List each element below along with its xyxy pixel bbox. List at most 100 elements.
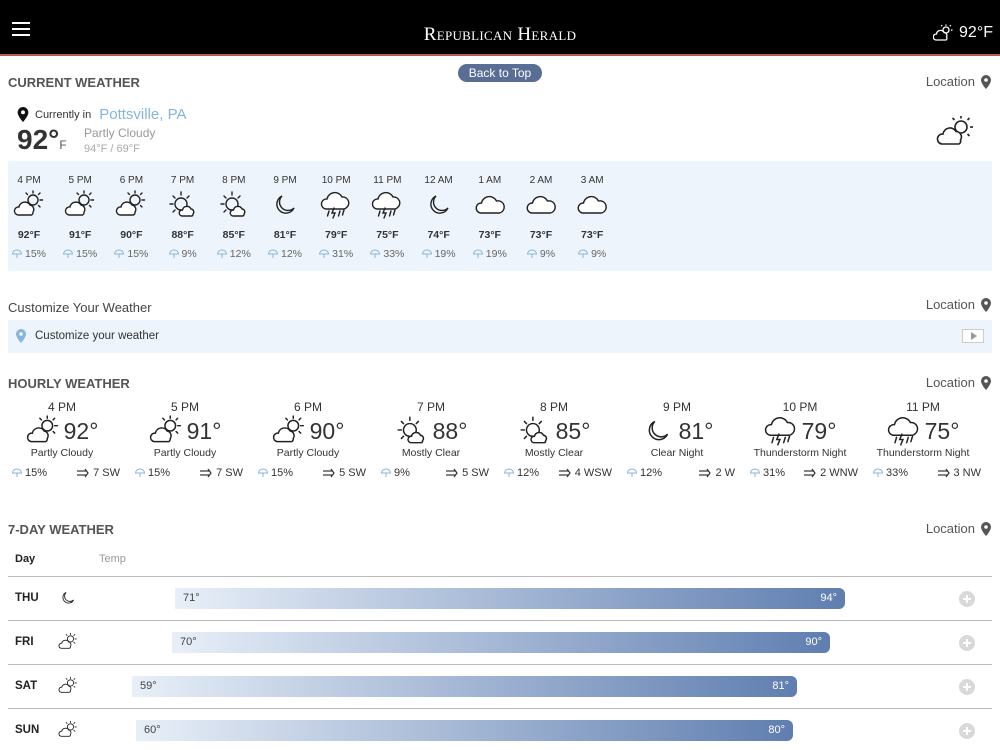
current-temp-unit: F	[59, 138, 67, 152]
hourly-wind: 7 SW	[76, 467, 120, 479]
hourly-temp: 79°	[801, 417, 837, 444]
strip-temp: 81°F	[273, 229, 297, 241]
wind-icon	[445, 468, 459, 478]
hourly-temp: 85°	[555, 417, 591, 444]
location-label: Location	[925, 74, 975, 89]
wind-icon	[937, 468, 951, 478]
seven-day-title: 7-DAY WEATHER	[8, 522, 114, 537]
hourly-wind: 5 SW	[322, 467, 366, 479]
hourly-temp: 88°	[432, 417, 468, 444]
hourly-precip: 9%	[381, 467, 410, 479]
strip-temp: 85°F	[222, 229, 245, 241]
low-temp: 70°	[180, 636, 197, 648]
low-temp: 60°	[144, 724, 161, 736]
hourly-time: 11 PM	[906, 400, 940, 414]
expand-plus-icon[interactable]	[959, 723, 975, 739]
partly-cloudy-day-icon	[149, 414, 183, 448]
umbrella-icon	[421, 249, 432, 259]
play-icon[interactable]	[962, 329, 984, 343]
hourly-precip: 15%	[135, 467, 170, 479]
strip-temp: 92°F	[17, 229, 41, 241]
hourly-item: 10 PM 79° Thunderstorm Night 31% 2 WNW	[738, 400, 862, 479]
strip-temp: 73°F	[529, 229, 553, 241]
day-name: THU	[15, 592, 39, 604]
menu-icon[interactable]	[12, 22, 30, 36]
customize-weather-bar[interactable]: Customize your weather	[8, 320, 992, 353]
partly-cloudy-day-icon	[936, 115, 976, 147]
umbrella-icon	[873, 468, 883, 478]
hourly-wind: 2 W	[698, 467, 735, 479]
high-temp: 80°	[768, 724, 785, 736]
temp-range-bar: 59° 81°	[132, 676, 797, 697]
location-label: Location	[925, 521, 975, 536]
temp-range-bar: 60° 80°	[136, 720, 793, 741]
partly-cloudy-day-icon	[58, 720, 78, 740]
header-weather[interactable]: 92°F	[933, 24, 993, 42]
currently-in-label: Currently in	[35, 108, 92, 121]
umbrella-icon	[381, 468, 391, 478]
hourly-item: 5 PM 91° Partly Cloudy 15% 7 SW	[123, 400, 247, 479]
location-label: Location	[925, 297, 975, 312]
umbrella-icon	[526, 249, 537, 259]
umbrella-icon	[63, 249, 74, 259]
sun-cloud-icon	[167, 189, 199, 221]
strip-precip: 15%	[108, 248, 154, 260]
wind-icon	[803, 468, 817, 478]
hourly-time: 5 PM	[170, 400, 199, 414]
temp-column-header: Temp	[99, 553, 126, 565]
back-to-top-button[interactable]: Back to Top	[458, 64, 542, 82]
seven-day-location-link[interactable]: Location	[926, 521, 991, 536]
row-divider	[8, 664, 992, 665]
wind-icon	[558, 468, 572, 478]
hourly-weather-title: HOURLY WEATHER	[8, 376, 130, 391]
strip-precip: 15%	[6, 248, 52, 260]
hourly-time: 7 PM	[416, 400, 445, 414]
wind-icon	[199, 468, 213, 478]
partly-cloudy-day-icon	[58, 632, 78, 652]
cloud-icon	[474, 189, 506, 221]
current-conditions: Currently in Pottsville, PA 92°F Partly …	[17, 106, 187, 155]
hourly-item: 8 PM 85° Mostly Clear 12% 4 WSW	[492, 400, 616, 479]
hourly-temp: 90°	[309, 417, 345, 444]
hourly-time: 6 PM	[293, 400, 322, 414]
strip-precip: 33%	[364, 248, 410, 260]
strip-time: 3 AM	[580, 175, 604, 186]
expand-plus-icon[interactable]	[959, 591, 975, 607]
row-divider	[8, 708, 992, 709]
strip-time: 5 PM	[68, 175, 92, 186]
strip-precip: 15%	[57, 248, 103, 260]
day-name: SAT	[15, 680, 38, 692]
location-pin-icon	[981, 521, 991, 536]
umbrella-icon	[504, 468, 514, 478]
umbrella-icon	[750, 468, 760, 478]
customize-location-link[interactable]: Location	[926, 297, 991, 312]
hourly-precip: 31%	[750, 467, 785, 479]
hourly-item: 9 PM 81° Clear Night 12% 2 W	[615, 400, 739, 479]
header-temp: 92°F	[959, 24, 993, 41]
moon-icon	[58, 588, 78, 608]
current-city-link[interactable]: Pottsville, PA	[99, 106, 187, 123]
hourly-condition: Partly Cloudy	[276, 447, 340, 459]
hourly-time: 10 PM	[782, 400, 818, 414]
hourly-location-link[interactable]: Location	[926, 375, 991, 390]
cloud-icon	[576, 189, 608, 221]
expand-plus-icon[interactable]	[959, 679, 975, 695]
row-divider	[8, 620, 992, 621]
umbrella-icon	[578, 249, 589, 259]
hourly-precip: 15%	[258, 467, 293, 479]
hourly-precip: 12%	[627, 467, 662, 479]
hourly-temp: 75°	[924, 417, 960, 444]
expand-plus-icon[interactable]	[959, 635, 975, 651]
hourly-condition: Mostly Clear	[401, 447, 461, 459]
wind-icon	[698, 468, 712, 478]
strip-time: 11 PM	[373, 175, 402, 186]
customize-title: Customize Your Weather	[8, 300, 152, 315]
umbrella-icon	[11, 249, 22, 259]
current-location-link[interactable]: Location	[926, 74, 991, 89]
brand-title[interactable]: Republican Herald	[423, 24, 577, 45]
umbrella-icon	[472, 249, 483, 259]
strip-time: 9 PM	[273, 175, 297, 186]
strip-temp: 90°F	[120, 229, 143, 241]
location-pin-icon	[981, 74, 991, 89]
moon-icon	[423, 189, 455, 221]
